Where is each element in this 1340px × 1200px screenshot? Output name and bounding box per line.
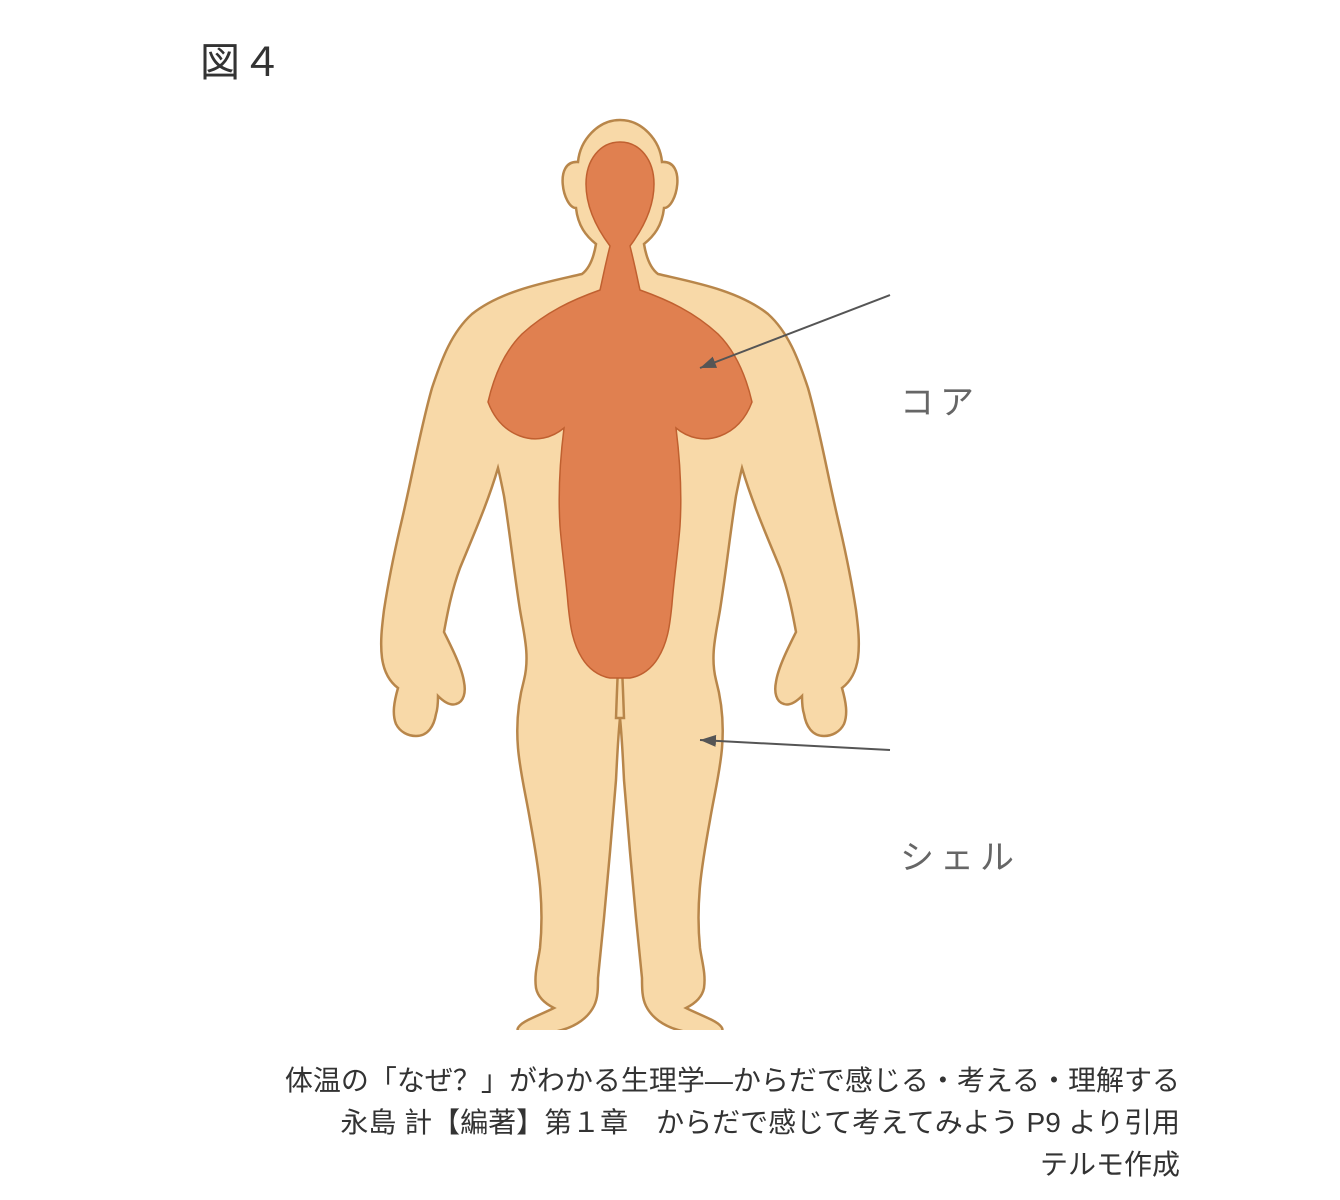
- page: 図４ コア シェル 体温の「なぜ？」がわかる生理学―からだで感じる・考える・理解…: [0, 0, 1340, 1200]
- caption-line-2: 永島 計【編著】第１章 からだで感じて考えてみよう P9 より引用: [0, 1102, 1180, 1144]
- label-shell: シェル: [900, 830, 1020, 879]
- body-svg: [0, 100, 1340, 1030]
- body-diagram: コア シェル: [0, 100, 1340, 1030]
- caption: 体温の「なぜ？」がわかる生理学―からだで感じる・考える・理解する 永島 計【編著…: [0, 1060, 1180, 1186]
- label-core: コア: [900, 375, 980, 424]
- figure-title: 図４: [200, 30, 284, 88]
- caption-line-3: テルモ作成: [0, 1144, 1180, 1186]
- arrow-shell: [700, 740, 890, 750]
- caption-line-1: 体温の「なぜ？」がわかる生理学―からだで感じる・考える・理解する: [0, 1060, 1180, 1102]
